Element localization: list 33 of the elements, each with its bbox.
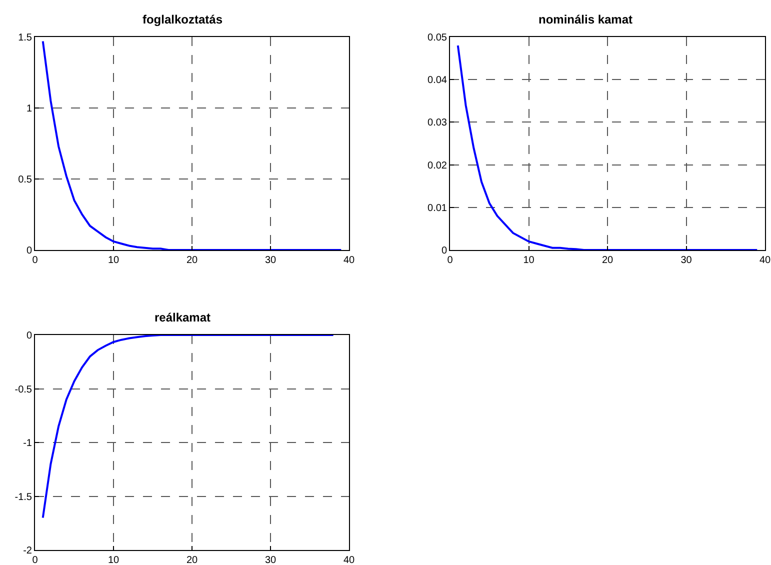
x-tick-label: 30 — [264, 255, 276, 266]
x-tick-label: 10 — [523, 255, 535, 266]
y-tick-label: 0.05 — [428, 32, 448, 44]
x-tick-label: 30 — [680, 255, 692, 266]
x-tick-label: 20 — [186, 255, 198, 266]
x-tick-label: 40 — [759, 255, 771, 266]
x-tick-label: 30 — [264, 555, 276, 565]
x-tick-label: 40 — [343, 555, 355, 565]
y-tick-label: 0 — [26, 330, 32, 342]
y-tick-label: 0.03 — [428, 118, 448, 129]
y-tick-label: 0.01 — [428, 202, 448, 214]
y-tick-label: 1.5 — [18, 32, 32, 44]
line-series — [42, 335, 334, 519]
y-tick-label: 0.5 — [18, 174, 32, 186]
chart-title: foglalkoztatás — [142, 12, 223, 26]
y-tick-label: 0.02 — [428, 160, 448, 172]
x-tick-label: 10 — [108, 255, 120, 266]
x-tick-label: 10 — [108, 555, 120, 565]
y-tick-label: 0 — [441, 246, 448, 256]
x-tick-label: 20 — [186, 555, 198, 565]
chart-title: nominális kamat — [538, 12, 633, 26]
y-tick-label: -0.5 — [14, 384, 32, 396]
y-tick-label: -1 — [23, 438, 32, 449]
y-tick-label: 0 — [26, 246, 32, 256]
y-tick-label: 1 — [26, 104, 32, 114]
y-tick-label: 0.04 — [428, 75, 448, 86]
x-tick-label: 40 — [343, 255, 355, 266]
y-tick-label: -1.5 — [14, 492, 32, 503]
line-series — [42, 40, 342, 250]
chart-title: reálkamat — [154, 310, 211, 324]
line-series — [456, 44, 758, 250]
y-tick-label: -2 — [23, 546, 32, 556]
x-tick-label: 20 — [602, 255, 614, 266]
